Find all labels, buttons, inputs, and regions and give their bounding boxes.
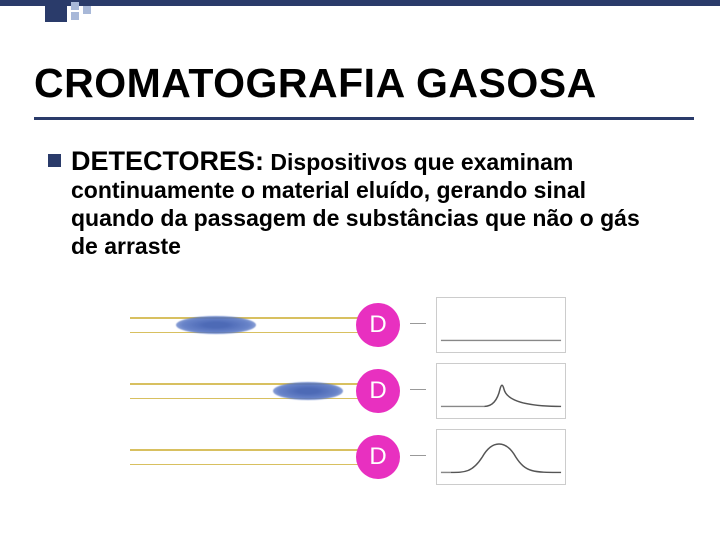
slide-title: CROMATOGRAFIA GASOSA (34, 60, 694, 120)
analyte-blob (176, 316, 256, 334)
signal-plot (436, 297, 566, 353)
diagram-row: D (130, 295, 590, 355)
accent-squares (45, 0, 91, 22)
accent-bar (0, 0, 720, 6)
detector-icon: D (356, 369, 400, 413)
column-track (130, 437, 360, 477)
bullet-icon (48, 154, 61, 167)
detector-diagram: D D D (130, 295, 590, 493)
column-track (130, 371, 360, 411)
detector-icon: D (356, 435, 400, 479)
body-paragraph: DETECTORES: Dispositivos que examinam co… (71, 145, 663, 260)
analyte-blob (273, 382, 343, 400)
column-track (130, 305, 360, 345)
accent-square-small (83, 6, 91, 14)
accent-square-large (45, 0, 67, 22)
signal-plot (436, 429, 566, 485)
slide-accent (0, 0, 720, 40)
signal-plot (436, 363, 566, 419)
diagram-row: D (130, 427, 590, 487)
wire-icon (410, 452, 426, 462)
detector-icon: D (356, 303, 400, 347)
wire-icon (410, 386, 426, 396)
accent-square-small (71, 12, 79, 20)
accent-square-small (71, 2, 79, 10)
diagram-row: D (130, 361, 590, 421)
body-lead: DETECTORES: (71, 146, 264, 176)
wire-icon (410, 320, 426, 330)
body-text-block: DETECTORES: Dispositivos que examinam co… (48, 145, 663, 260)
